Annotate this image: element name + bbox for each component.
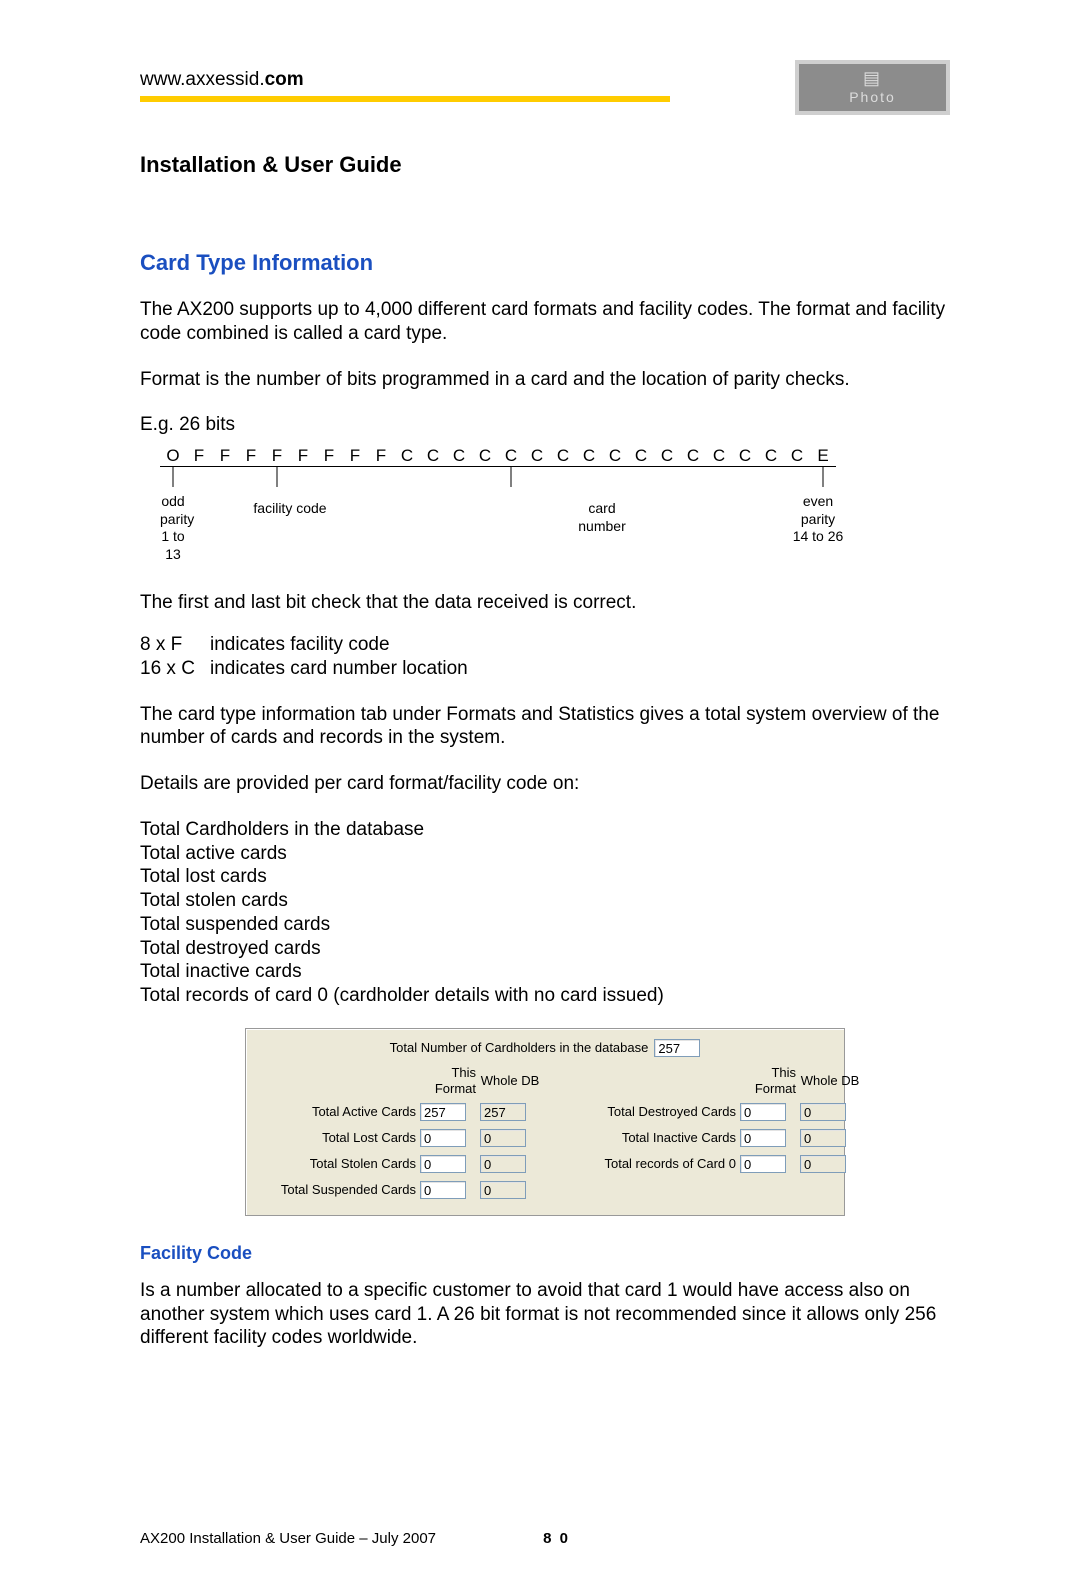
col-header-whole-db: Whole DB xyxy=(480,1073,540,1089)
photo-badge: ▤ Photo xyxy=(795,60,950,115)
bit-cell: O xyxy=(160,445,186,466)
list-item: Total Cardholders in the database xyxy=(140,818,950,842)
bit-cell: C xyxy=(524,445,550,466)
indent-key: 8 x F xyxy=(140,633,210,657)
sub-heading: Facility Code xyxy=(140,1242,950,1265)
paragraph: The card type information tab under Form… xyxy=(140,703,950,751)
url-bold: com xyxy=(265,69,304,90)
card-number-label: card number xyxy=(576,493,628,563)
total-cardholders-value: 257 xyxy=(654,1039,700,1057)
page-title: Installation & User Guide xyxy=(140,151,950,179)
odd-parity-range: 1 to 13 xyxy=(160,528,186,563)
list-item: Total stolen cards xyxy=(140,889,950,913)
col-header-this-format: This Format xyxy=(420,1065,480,1098)
even-parity-label: even parity xyxy=(792,493,844,528)
bit-cell: F xyxy=(212,445,238,466)
stat-label: Total Lost Cards xyxy=(260,1130,420,1146)
stat-label: Total Destroyed Cards xyxy=(580,1104,740,1120)
eg-label: E.g. 26 bits xyxy=(140,413,950,437)
indent-table: 8 x F indicates facility code 16 x C ind… xyxy=(140,633,950,681)
stat-whole-db: 0 xyxy=(480,1129,526,1147)
header-rule xyxy=(140,96,670,102)
site-url: www.axxessid.com xyxy=(140,68,670,92)
stat-this-format: 257 xyxy=(420,1103,466,1121)
page-number: 8 0 xyxy=(543,1530,570,1549)
paragraph: The first and last bit check that the da… xyxy=(140,591,950,615)
bit-cell: C xyxy=(706,445,732,466)
bit-cell: F xyxy=(186,445,212,466)
stat-this-format: 0 xyxy=(740,1129,786,1147)
url-prefix: www.axxessid. xyxy=(140,69,265,90)
bit-cell: F xyxy=(238,445,264,466)
camera-icon: ▤ xyxy=(863,69,882,87)
stat-this-format: 0 xyxy=(740,1155,786,1173)
list-item: Total inactive cards xyxy=(140,960,950,984)
indent-val: indicates card number location xyxy=(210,657,950,681)
bit-cell: E xyxy=(810,445,836,466)
total-cardholders-label: Total Number of Cardholders in the datab… xyxy=(390,1040,649,1056)
stat-label: Total Suspended Cards xyxy=(260,1182,420,1198)
paragraph: Format is the number of bits programmed … xyxy=(140,368,950,392)
even-parity-range: 14 to 26 xyxy=(792,528,844,546)
bit-cell: F xyxy=(290,445,316,466)
bit-cell: C xyxy=(394,445,420,466)
bit-cell: F xyxy=(368,445,394,466)
bit-cell: C xyxy=(680,445,706,466)
stats-panel: Total Number of Cardholders in the datab… xyxy=(245,1028,845,1217)
bit-cell: F xyxy=(264,445,290,466)
bit-cell: C xyxy=(654,445,680,466)
paragraph: Is a number allocated to a specific cust… xyxy=(140,1279,950,1350)
col-header-this-format: This Format xyxy=(740,1065,800,1098)
list-item: Total destroyed cards xyxy=(140,937,950,961)
list-item: Total suspended cards xyxy=(140,913,950,937)
bit-diagram: OFFFFFFFFCCCCCCCCCCCCCCCCE odd parity 1 … xyxy=(160,445,950,563)
indent-val: indicates facility code xyxy=(210,633,950,657)
indent-key: 16 x C xyxy=(140,657,210,681)
stat-whole-db: 0 xyxy=(480,1181,526,1199)
stat-this-format: 0 xyxy=(420,1155,466,1173)
bit-cell: C xyxy=(550,445,576,466)
stat-label: Total Active Cards xyxy=(260,1104,420,1120)
stat-whole-db: 257 xyxy=(480,1103,526,1121)
page-header: www.axxessid.com ▤ Photo xyxy=(140,68,950,123)
bit-cell: C xyxy=(628,445,654,466)
bit-cell: C xyxy=(420,445,446,466)
bit-cell: C xyxy=(576,445,602,466)
paragraph: Details are provided per card format/fac… xyxy=(140,772,950,796)
footer-left: AX200 Installation & User Guide – July 2… xyxy=(140,1530,436,1549)
stat-whole-db: 0 xyxy=(800,1155,846,1173)
page-footer: AX200 Installation & User Guide – July 2… xyxy=(140,1530,570,1549)
list-item: Total lost cards xyxy=(140,865,950,889)
bit-cell: F xyxy=(316,445,342,466)
odd-parity-label: odd parity xyxy=(160,493,186,528)
stat-this-format: 0 xyxy=(420,1181,466,1199)
bit-cell: C xyxy=(758,445,784,466)
bit-cell: C xyxy=(472,445,498,466)
bit-cell: C xyxy=(498,445,524,466)
bit-cell: C xyxy=(446,445,472,466)
bit-cell: F xyxy=(342,445,368,466)
stat-this-format: 0 xyxy=(420,1129,466,1147)
stat-label: Total Stolen Cards xyxy=(260,1156,420,1172)
detail-list: Total Cardholders in the databaseTotal a… xyxy=(140,818,950,1008)
paragraph: The AX200 supports up to 4,000 different… xyxy=(140,298,950,346)
stat-whole-db: 0 xyxy=(480,1155,526,1173)
list-item: Total active cards xyxy=(140,842,950,866)
stat-label: Total Inactive Cards xyxy=(580,1130,740,1146)
stat-this-format: 0 xyxy=(740,1103,786,1121)
bit-cell: C xyxy=(602,445,628,466)
stat-whole-db: 0 xyxy=(800,1129,846,1147)
list-item: Total records of card 0 (cardholder deta… xyxy=(140,984,950,1008)
section-heading: Card Type Information xyxy=(140,249,950,277)
col-header-whole-db: Whole DB xyxy=(800,1073,860,1089)
stat-whole-db: 0 xyxy=(800,1103,846,1121)
bit-cell: C xyxy=(784,445,810,466)
stat-label: Total records of Card 0 xyxy=(580,1156,740,1172)
bit-cell: C xyxy=(732,445,758,466)
facility-code-label: facility code xyxy=(186,493,394,563)
photo-label: Photo xyxy=(849,89,896,107)
